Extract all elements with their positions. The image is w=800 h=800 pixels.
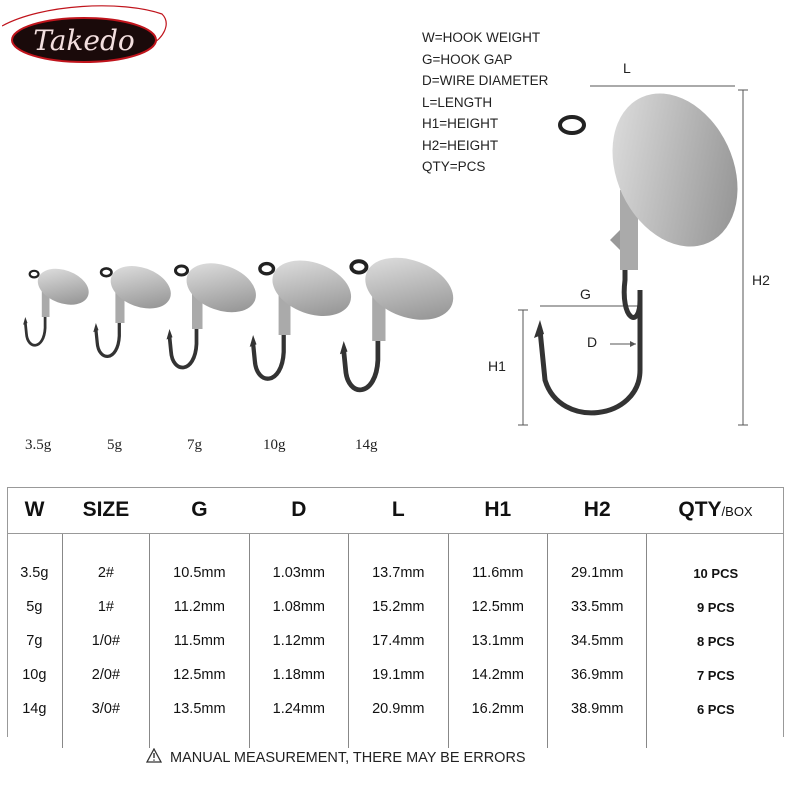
table-cell: 11.5mm bbox=[149, 624, 250, 658]
table-cell: 1/0# bbox=[61, 624, 150, 658]
column-header: H1 bbox=[448, 487, 548, 534]
table-row: 10g 2/0# 12.5mm 1.18mm 19.1mm 14.2mm 36.9mm 7 P… bbox=[7, 658, 784, 692]
table-cell: 8 PCS bbox=[646, 624, 784, 658]
legend-item: L=LENGTH bbox=[422, 94, 493, 110]
column-header-text: SIZE bbox=[82, 498, 130, 521]
column-header-text: QTY bbox=[678, 498, 722, 521]
table-cell: 12.5mm bbox=[447, 590, 548, 624]
table-cell: 11.6mm bbox=[447, 556, 548, 590]
dim-label-h2: H2 bbox=[752, 272, 770, 288]
table-cell: 13.5mm bbox=[149, 692, 250, 726]
table-cell: 1.24mm bbox=[248, 692, 349, 726]
hook-image bbox=[92, 258, 177, 374]
table-cell: 2/0# bbox=[61, 658, 150, 692]
table-row: 3.5g 2# 10.5mm 1.03mm 13.7mm 11.6mm 29.1mm 10 P… bbox=[7, 556, 784, 590]
table-cell: 1.08mm bbox=[248, 590, 349, 624]
table-cell: 10.5mm bbox=[149, 556, 250, 590]
column-header: H2 bbox=[547, 487, 647, 534]
table-cell: 34.5mm bbox=[546, 624, 647, 658]
spec-table: W SIZE G D L H1 H2 QTY/BOX 3.5g 2# 10.5mm 1.03mm 13… bbox=[7, 487, 784, 748]
table-cell: 6 PCS bbox=[646, 692, 784, 726]
table-cell: 10 PCS bbox=[646, 556, 784, 590]
svg-text:Takedo: Takedo bbox=[33, 24, 135, 57]
table-cell: 29.1mm bbox=[546, 556, 647, 590]
dim-label-h1: H1 bbox=[488, 358, 506, 374]
warning-icon bbox=[145, 747, 163, 767]
table-cell: 9 PCS bbox=[646, 590, 784, 624]
hook-weight-label: 10g bbox=[263, 437, 286, 453]
spacer-row bbox=[7, 533, 784, 556]
legend-item: G=HOOK GAP bbox=[422, 51, 513, 67]
table-cell: 36.9mm bbox=[546, 658, 647, 692]
column-header: G bbox=[149, 487, 250, 534]
column-header-text: G bbox=[191, 498, 208, 521]
hook-image bbox=[165, 254, 263, 387]
legend-item: W=HOOK WEIGHT bbox=[422, 30, 541, 45]
table-cell: 2# bbox=[61, 556, 150, 590]
table-cell: 7 PCS bbox=[646, 658, 784, 692]
table-cell: 13.7mm bbox=[348, 556, 449, 590]
table-row: 7g 1/0# 11.5mm 1.12mm 17.4mm 13.1mm 34.5mm 8 PC… bbox=[7, 624, 784, 658]
column-header-text: W bbox=[24, 498, 45, 521]
column-header-text: H2 bbox=[583, 498, 611, 521]
table-cell: 11.2mm bbox=[149, 590, 250, 624]
table-cell: 17.4mm bbox=[348, 624, 449, 658]
table-cell: 14.2mm bbox=[447, 658, 548, 692]
table-cell: 20.9mm bbox=[348, 692, 449, 726]
table-cell: 19.1mm bbox=[348, 658, 449, 692]
legend-item: H2=HEIGHT bbox=[422, 137, 499, 153]
table-cell: 1.18mm bbox=[248, 658, 349, 692]
qty-suffix: /BOX bbox=[721, 504, 753, 519]
legend-item: QTY=PCS bbox=[422, 159, 486, 174]
table-row: 14g 3/0# 13.5mm 1.24mm 20.9mm 16.2mm 38.9mm 6 P… bbox=[7, 692, 784, 726]
dim-label-d: D bbox=[587, 334, 598, 350]
hook-image bbox=[248, 250, 359, 400]
column-header: D bbox=[249, 487, 349, 534]
dim-label-g: G bbox=[580, 286, 591, 302]
table-cell: 13.1mm bbox=[447, 624, 548, 658]
table-cell: 3.5g bbox=[20, 565, 49, 581]
table-cell: 1.12mm bbox=[248, 624, 349, 658]
table-cell: 10g bbox=[22, 667, 47, 683]
table-cell: 1# bbox=[61, 590, 150, 624]
table-header-row: W SIZE G D L H1 H2 QTY/BOX bbox=[7, 487, 784, 534]
hook-weight-label: 7g bbox=[187, 437, 202, 453]
table-cell: 16.2mm bbox=[447, 692, 548, 726]
table-cell: 12.5mm bbox=[149, 658, 250, 692]
note-text: MANUAL MEASUREMENT, THERE MAY BE ERRORS bbox=[170, 749, 526, 766]
column-header: QTY/BOX bbox=[646, 487, 784, 534]
hook-dimension-diagram bbox=[518, 85, 748, 426]
table-cell: 7g bbox=[26, 633, 43, 649]
table-cell: 33.5mm bbox=[546, 590, 647, 624]
column-header-text: L bbox=[391, 498, 405, 521]
legend-item: H1=HEIGHT bbox=[422, 116, 499, 131]
column-header-text: H1 bbox=[484, 498, 512, 521]
column-header-text: D bbox=[291, 498, 307, 521]
column-header: W bbox=[7, 487, 63, 534]
table-cell: 3/0# bbox=[61, 692, 150, 726]
table-cell: 14g bbox=[22, 701, 47, 717]
column-header: SIZE bbox=[62, 487, 150, 534]
dim-label-l: L bbox=[623, 60, 631, 76]
table-cell: 5g bbox=[26, 599, 43, 615]
table-cell: 1.03mm bbox=[248, 556, 349, 590]
hook-weight-label: 14g bbox=[355, 437, 378, 453]
table-row: 5g 1# 11.2mm 1.08mm 15.2mm 12.5mm 33.5mm 9 PCS bbox=[7, 590, 784, 624]
column-header: L bbox=[348, 487, 449, 534]
hook-image bbox=[22, 262, 94, 361]
hook-image bbox=[338, 246, 462, 413]
hook-weight-label: 5g bbox=[107, 437, 122, 453]
table-cell: 15.2mm bbox=[348, 590, 449, 624]
measurement-note: MANUAL MEASUREMENT, THERE MAY BE ERRORS bbox=[145, 747, 526, 767]
legend-item: D=WIRE DIAMETER bbox=[422, 73, 549, 88]
table-cell: 38.9mm bbox=[546, 692, 647, 726]
brand-logo: Takedo bbox=[1, 4, 167, 69]
hook-weight-label: 3.5g bbox=[25, 437, 52, 453]
spacer-row bbox=[7, 726, 784, 748]
